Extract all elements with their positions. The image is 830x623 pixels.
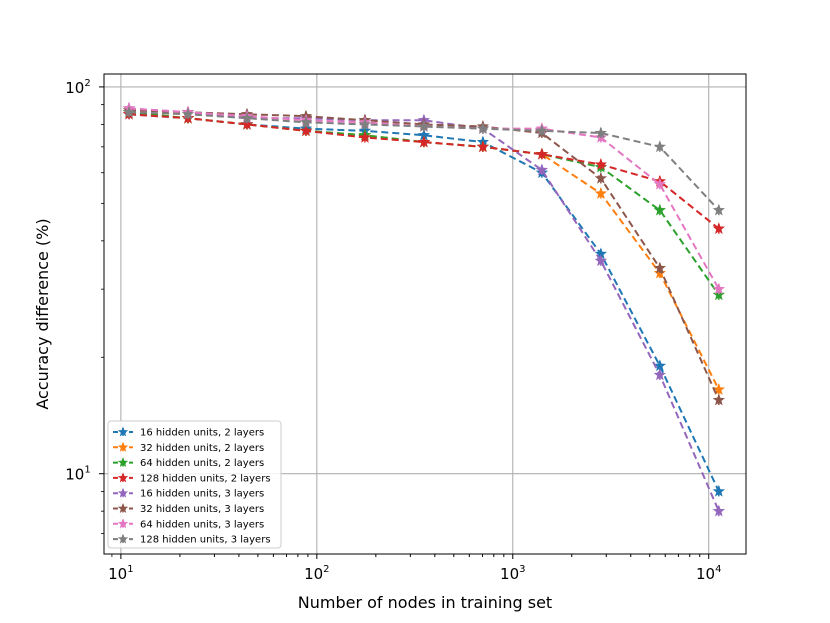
legend-label: 16 hidden units, 2 layers: [140, 428, 264, 439]
data-point: [299, 115, 313, 128]
legend: 16 hidden units, 2 layers 32 hidden units…: [107, 420, 282, 549]
legend-item: 32 hidden units, 3 layers: [113, 503, 264, 515]
y-tick-label-exp: 2: [84, 78, 90, 89]
legend-box: [107, 420, 282, 549]
x-tick-label: 101: [108, 564, 133, 583]
x-tick-label-exp: 3: [519, 564, 525, 575]
x-tick-label-base: 10: [500, 565, 519, 583]
y-tick-label-base: 10: [65, 466, 84, 484]
x-tick-label-exp: 2: [323, 564, 329, 575]
x-tick-label: 103: [500, 564, 525, 583]
data-point: [712, 282, 726, 295]
data-point: [712, 203, 726, 216]
series-line: [128, 111, 720, 296]
data-point: [712, 288, 726, 301]
series-7: [122, 105, 726, 216]
data-point: [535, 147, 549, 160]
data-point: [653, 261, 667, 274]
series-line: [128, 113, 720, 230]
data-point: [594, 187, 608, 199]
data-point: [299, 124, 313, 137]
legend-marker: [117, 518, 129, 529]
data-point: [594, 171, 608, 184]
plot-frame: [103, 73, 747, 555]
legend-label: 64 hidden units, 3 layers: [140, 519, 264, 530]
series-layer: [122, 101, 726, 517]
legend-item: 128 hidden units, 2 layers: [113, 472, 271, 484]
y-tick-label-base: 10: [65, 79, 84, 97]
data-point: [653, 368, 667, 381]
x-tick-label-base: 10: [304, 565, 323, 583]
y-axis-label: Accuracy difference (%): [33, 218, 52, 409]
y-tick-label: 101: [65, 465, 90, 484]
legend-item: 128 hidden units, 3 layers: [113, 533, 271, 546]
data-point: [476, 140, 490, 153]
legend-item: 64 hidden units, 2 layers: [113, 457, 264, 469]
data-point: [476, 122, 490, 134]
legend-item: 32 hidden units, 2 layers: [113, 441, 264, 454]
y-tick-label: 102: [65, 78, 90, 97]
x-tick-label-exp: 1: [127, 564, 133, 575]
legend-item: 64 hidden units, 3 layers: [113, 518, 264, 530]
data-point: [535, 163, 549, 176]
data-point: [358, 131, 372, 143]
data-point: [122, 105, 136, 118]
data-point: [594, 158, 608, 170]
data-point: [712, 383, 726, 395]
legend-item: 16 hidden units, 2 layers: [113, 426, 264, 439]
y-tick-label-exp: 1: [84, 465, 90, 476]
series-line: [128, 109, 720, 401]
grid-layer: [104, 74, 746, 554]
series-line: [128, 107, 720, 290]
x-tick-label-exp: 4: [715, 564, 721, 575]
legend-marker: [117, 457, 129, 468]
data-point: [712, 484, 726, 497]
data-point: [712, 504, 726, 517]
legend-marker: [117, 426, 129, 437]
series-line: [128, 113, 720, 492]
data-point: [535, 124, 549, 137]
data-point: [712, 222, 726, 234]
data-point: [653, 359, 667, 372]
data-point: [417, 128, 431, 141]
x-tick-label: 104: [696, 564, 721, 583]
series-line: [128, 111, 720, 391]
data-point: [594, 254, 608, 267]
legend-marker: [117, 441, 129, 452]
legend-marker: [117, 472, 129, 483]
data-point: [712, 393, 726, 406]
legend-label: 128 hidden units, 3 layers: [140, 535, 271, 546]
data-point: [358, 117, 372, 130]
legend-marker: [117, 533, 129, 544]
legend-label: 128 hidden units, 2 layers: [140, 473, 271, 484]
legend-label: 16 hidden units, 3 layers: [140, 489, 264, 500]
data-point: [594, 126, 608, 139]
data-point: [417, 135, 431, 148]
series-line: [128, 107, 720, 512]
data-point: [181, 107, 195, 120]
data-point: [653, 203, 667, 216]
x-tick-label-base: 10: [696, 565, 715, 583]
legend-label: 32 hidden units, 3 layers: [140, 504, 264, 515]
data-point: [240, 111, 254, 124]
data-point: [240, 117, 254, 130]
legend-marker: [117, 503, 129, 513]
data-point: [653, 177, 667, 190]
x-tick-label: 102: [304, 564, 329, 583]
data-point: [653, 140, 667, 153]
x-axis-label: Number of nodes in training set: [298, 593, 552, 612]
data-point: [594, 247, 608, 260]
data-point: [417, 120, 431, 132]
x-tick-label-base: 10: [108, 565, 127, 583]
legend-marker: [117, 487, 129, 498]
legend-label: 64 hidden units, 2 layers: [140, 458, 264, 469]
legend-label: 32 hidden units, 2 layers: [140, 443, 264, 454]
legend-item: 16 hidden units, 3 layers: [113, 487, 264, 500]
